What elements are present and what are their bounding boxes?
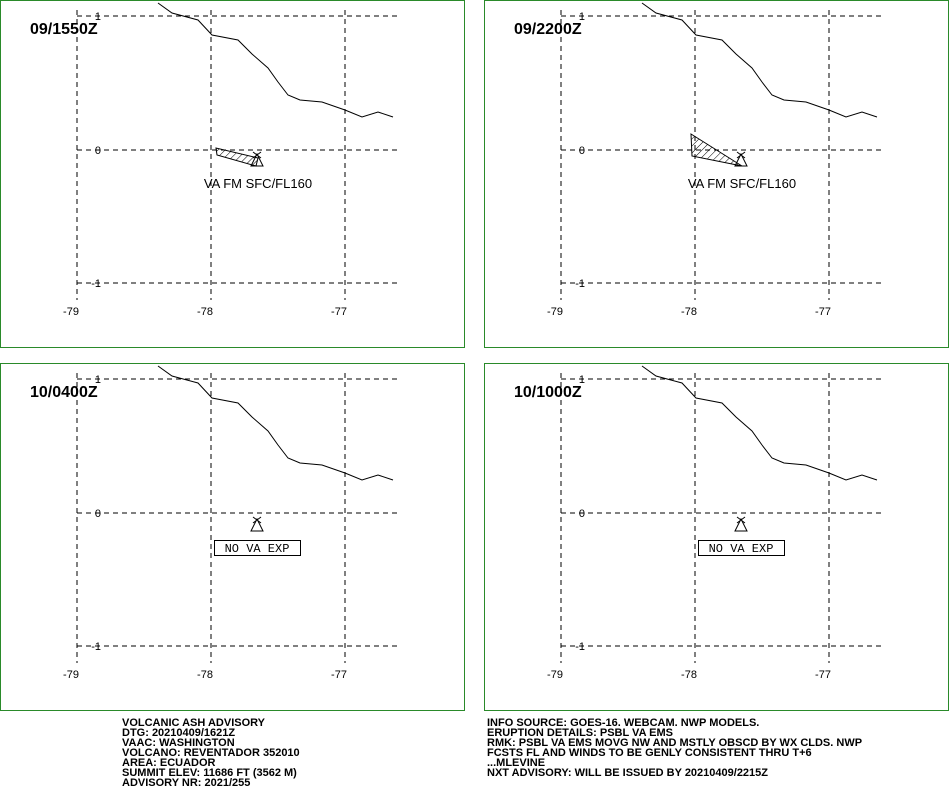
lat-label: 0 <box>95 508 101 520</box>
lon-label: -79 <box>547 306 563 318</box>
advisory-line: FCSTS FL AND WINDS TO BE GENLY CONSISTEN… <box>487 747 812 759</box>
coastline <box>157 2 394 118</box>
advisory-line: ERUPTION DETAILS: PSBL VA EMS <box>487 727 673 739</box>
map-panel: 1 0 -1 -79 -78 -77 09/1550Z VA FM SFC/FL160 <box>0 0 465 348</box>
advisory-line: RMK: PSBL VA EMS MOVG NW AND MSTLY OBSCD… <box>487 737 862 749</box>
lon-label: -77 <box>815 306 831 318</box>
lat-label: 1 <box>95 11 101 23</box>
lon-label: -78 <box>197 669 213 681</box>
lat-label: 1 <box>95 374 101 386</box>
panel-frame <box>484 0 949 348</box>
ash-annotation: NO VA EXP <box>709 542 774 556</box>
advisory-line: SUMMIT ELEV: 11686 FT (3562 M) <box>122 767 297 779</box>
advisory-line: VAAC: WASHINGTON <box>122 737 235 749</box>
lon-label: -79 <box>547 669 563 681</box>
lat-label: 0 <box>579 145 585 157</box>
ash-annotation: VA FM SFC/FL160 <box>688 176 796 191</box>
advisory-line: NXT ADVISORY: WILL BE ISSUED BY 20210409… <box>487 767 768 779</box>
advisory-line: ADVISORY NR: 2021/255 <box>122 777 250 789</box>
ash-annotation: VA FM SFC/FL160 <box>204 176 312 191</box>
lon-label: -79 <box>63 669 79 681</box>
lat-label: 0 <box>95 145 101 157</box>
lat-label: 0 <box>579 508 585 520</box>
coastline <box>641 365 878 481</box>
advisory-line: INFO SOURCE: GOES-16. WEBCAM. NWP MODELS… <box>487 717 759 729</box>
ash-cloud <box>215 147 259 167</box>
map-panel: 1 0 -1 -79 -78 -77 09/2200Z VA FM SFC/FL160 <box>484 0 949 348</box>
advisory-line: VOLCANO: REVENTADOR 352010 <box>122 747 300 759</box>
lat-label: -1 <box>575 278 585 290</box>
valid-time: 09/1550Z <box>30 21 98 38</box>
panel-frame <box>0 363 465 711</box>
ash-cloud <box>690 133 743 167</box>
advisory-line: DTG: 20210409/1621Z <box>122 727 235 739</box>
map-panel: 1 0 -1 -79 -78 -77 10/1000Z NO VA EXP <box>484 363 949 711</box>
map-panel: 1 0 -1 -79 -78 -77 10/0400Z NO VA EXP <box>0 363 465 711</box>
ash-annotation: NO VA EXP <box>225 542 290 556</box>
panel-frame <box>0 0 465 348</box>
lat-label: 1 <box>579 374 585 386</box>
valid-time: 09/2200Z <box>514 21 582 38</box>
annotation-box <box>214 540 301 556</box>
lon-label: -78 <box>681 669 697 681</box>
valid-time: 10/1000Z <box>514 384 582 401</box>
volcano-symbol <box>250 151 264 167</box>
lon-label: -77 <box>815 669 831 681</box>
valid-time: 10/0400Z <box>30 384 98 401</box>
advisory-line: VOLCANIC ASH ADVISORY <box>122 717 266 729</box>
lat-label: -1 <box>91 278 101 290</box>
lat-label: -1 <box>91 641 101 653</box>
lat-label: -1 <box>575 641 585 653</box>
lat-label: 1 <box>579 11 585 23</box>
panel-frame <box>484 363 949 711</box>
lon-label: -78 <box>681 306 697 318</box>
annotation-box <box>698 540 785 556</box>
advisory-line: ...MLEVINE <box>487 757 545 769</box>
lon-label: -77 <box>331 669 347 681</box>
coastline <box>641 2 878 118</box>
lon-label: -79 <box>63 306 79 318</box>
lon-label: -78 <box>197 306 213 318</box>
coastline <box>157 365 394 481</box>
volcano-symbol <box>734 516 748 532</box>
advisory-line: AREA: ECUADOR <box>122 757 216 769</box>
volcano-symbol <box>734 151 748 167</box>
lon-label: -77 <box>331 306 347 318</box>
volcano-symbol <box>250 516 264 532</box>
